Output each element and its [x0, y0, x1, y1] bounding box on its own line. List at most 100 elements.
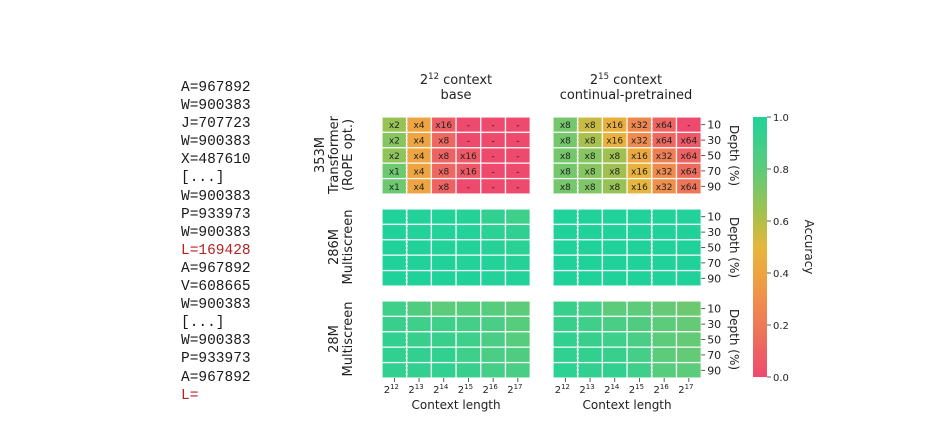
heatmap-cell	[601, 208, 628, 226]
heatmap-cell	[675, 300, 702, 318]
heatmap-cell	[552, 346, 579, 364]
y-tick-label: 90	[707, 364, 721, 377]
heatmap-cell	[552, 239, 579, 256]
y-tick-label: 90	[707, 180, 721, 193]
heatmap-cell	[651, 315, 678, 333]
cell-label: x16	[606, 137, 623, 147]
heatmap-cell	[601, 346, 628, 364]
cell-label: x8	[560, 121, 571, 131]
cell-label: x8	[438, 183, 449, 193]
heatmap-cell	[651, 346, 678, 364]
heatmap-cell	[504, 177, 531, 195]
cell-label: x1	[389, 183, 400, 193]
heatmap-cell	[504, 346, 531, 364]
heatmap-cell	[455, 269, 482, 287]
cell-label: x8	[609, 152, 620, 162]
cell-label: x16	[460, 167, 477, 177]
cell-label: x2	[389, 137, 400, 147]
y-axis-label: Depth (%)	[727, 125, 741, 186]
y-tick-label: 50	[707, 334, 721, 347]
heatmap-cell	[406, 223, 433, 241]
heatmap-cell	[675, 208, 702, 226]
cell-label: x8	[609, 167, 620, 177]
prompt-line: A=967892	[181, 369, 251, 386]
y-axis-label: Depth (%)	[727, 217, 741, 278]
cell-label: -	[492, 121, 495, 131]
heatmap-cell	[504, 300, 531, 318]
heatmap-cell	[504, 269, 531, 287]
prompt-line: [...]	[181, 170, 225, 187]
cell-label: x4	[414, 183, 425, 193]
heatmap-cell	[675, 315, 702, 333]
cell-label: x16	[435, 121, 452, 131]
heatmap-cell	[651, 254, 678, 272]
heatmap-panel	[381, 208, 531, 287]
heatmap-cell	[552, 254, 579, 272]
x-tick-label: 216	[483, 383, 499, 396]
prompt-line: W=900383	[181, 98, 251, 115]
heatmap-cell	[577, 315, 604, 333]
heatmap-cell	[406, 208, 433, 226]
colorbar-tick-label: 1.0	[773, 113, 789, 124]
heatmap-cell	[577, 300, 604, 318]
heatmap-cell	[675, 254, 702, 272]
heatmap-cell	[504, 223, 531, 241]
column-subtitle-base: base	[441, 88, 472, 103]
heatmap-cell	[651, 300, 678, 318]
heatmap-cell	[552, 223, 579, 241]
heatmap-cell	[455, 361, 482, 379]
heatmap-cell	[601, 223, 628, 241]
heatmap-cell	[455, 208, 482, 226]
heatmap-cell	[455, 315, 482, 333]
heatmap-cell	[406, 269, 433, 287]
heatmap-cell	[675, 269, 702, 287]
heatmap-cell	[504, 208, 531, 226]
heatmap-cell	[626, 269, 653, 287]
heatmap-cell	[430, 331, 457, 348]
y-tick-label: 30	[707, 318, 721, 331]
cell-label: -	[492, 137, 495, 147]
colorbar-tick-label: 0.2	[773, 321, 789, 332]
cell-label: x8	[585, 121, 596, 131]
cell-label: x8	[438, 152, 449, 162]
heatmap-cell	[504, 361, 531, 379]
cell-label: -	[516, 137, 519, 147]
heatmap-cell	[455, 331, 482, 348]
prompt-text-block: A=967892 W=900383 J=707723 W=900383 X=487610…	[181, 79, 251, 405]
heatmap-cell	[381, 361, 408, 379]
heatmap-cell	[430, 239, 457, 256]
cell-label: x8	[560, 167, 571, 177]
y-tick-label: 30	[707, 134, 721, 147]
heatmap-panel: x2 x4 x16 - - - x2 x4 x8 - - - x2 x4 x8 x16 - - x1 x4 x8 x16 -…	[381, 116, 531, 195]
heatmap-cell	[455, 300, 482, 318]
heatmap-cell	[601, 361, 628, 379]
cell-label: x8	[585, 183, 596, 193]
prompt-line: V=608665	[181, 279, 251, 296]
column-title-continual: 215 context	[590, 72, 662, 88]
cell-label: x32	[631, 121, 648, 131]
heatmap-cell	[480, 315, 507, 333]
heatmap-cell	[577, 269, 604, 287]
colorbar	[753, 117, 767, 377]
y-tick-label: 10	[707, 303, 721, 316]
heatmap-cell	[626, 331, 653, 348]
cell-label: x64	[680, 183, 697, 193]
cell-label: x32	[656, 167, 673, 177]
heatmap-cell	[455, 254, 482, 272]
y-tick-label: 70	[707, 165, 721, 178]
heatmap-cell	[504, 315, 531, 333]
colorbar-label: Accuracy	[802, 220, 816, 275]
heatmap-cell	[406, 331, 433, 348]
svg-text:Multiscreen: Multiscreen	[341, 302, 356, 377]
cell-label: x8	[560, 137, 571, 147]
heatmap-cell	[552, 208, 579, 226]
x-tick-label: 213	[579, 383, 594, 396]
heatmap-cell	[480, 239, 507, 256]
cell-label: x4	[414, 137, 425, 147]
cell-label: x16	[631, 167, 648, 177]
heatmap-cell	[626, 361, 653, 379]
heatmap-cell	[601, 239, 628, 256]
heatmap-cell	[480, 208, 507, 226]
heatmap-panel	[381, 300, 531, 379]
heatmap-cell	[577, 208, 604, 226]
